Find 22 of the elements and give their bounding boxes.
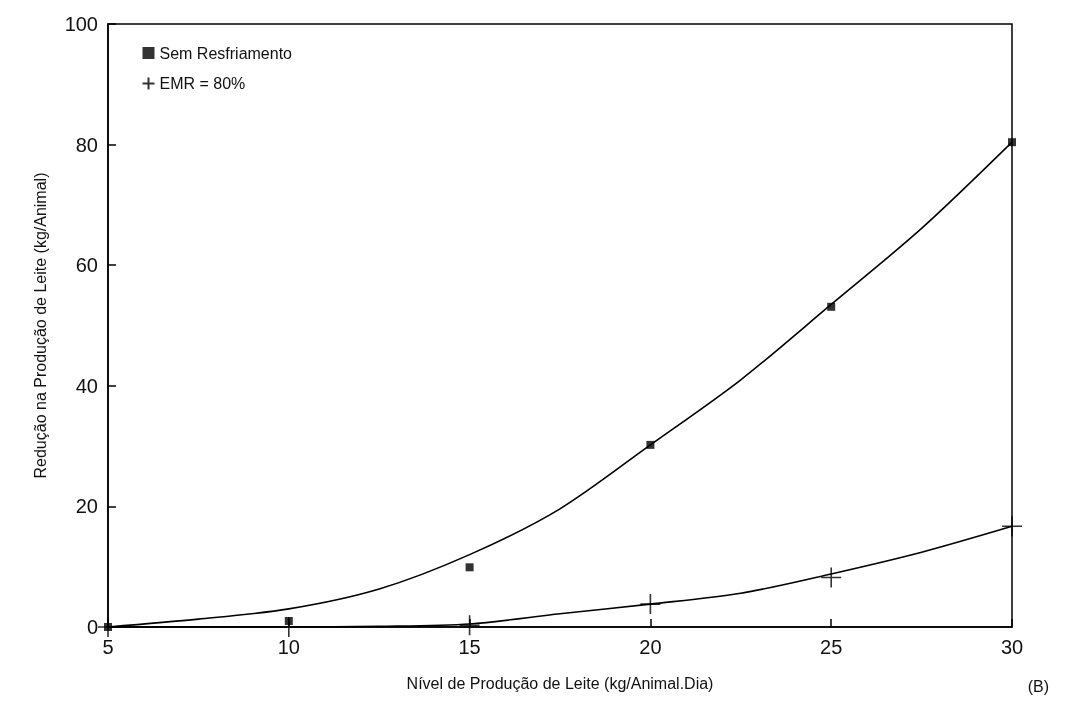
x-tick-label: 25: [820, 636, 843, 658]
text: (B): [1027, 677, 1049, 695]
point: [458, 614, 481, 636]
x-tick-label: 15: [458, 636, 481, 658]
y-tick-label: 100: [64, 13, 98, 35]
y-tick-label: 80: [75, 133, 98, 156]
legend-label: Sem Resfriamento: [159, 44, 293, 62]
x-tick-label: 30: [1000, 636, 1024, 658]
point: [1001, 515, 1023, 538]
y-tick-label: 20: [75, 495, 98, 518]
x-tick-label: 20: [639, 636, 662, 658]
point: [639, 593, 662, 615]
x-tick-label: 10: [277, 636, 300, 658]
x-tick-label: 5: [102, 636, 114, 658]
y-tick-label: 60: [75, 254, 98, 277]
point: [465, 563, 474, 572]
x-axis-title: Nível de Produção de Leite (kg/Animal.Dia): [406, 674, 714, 692]
legend-label: EMR = 80%: [159, 75, 246, 92]
point: [820, 566, 842, 589]
y-tick-label: 0: [86, 616, 98, 638]
y-axis-title: Redução na Produção de Leite (kg/Animal): [31, 172, 49, 479]
y-tick-label: 40: [75, 374, 98, 397]
